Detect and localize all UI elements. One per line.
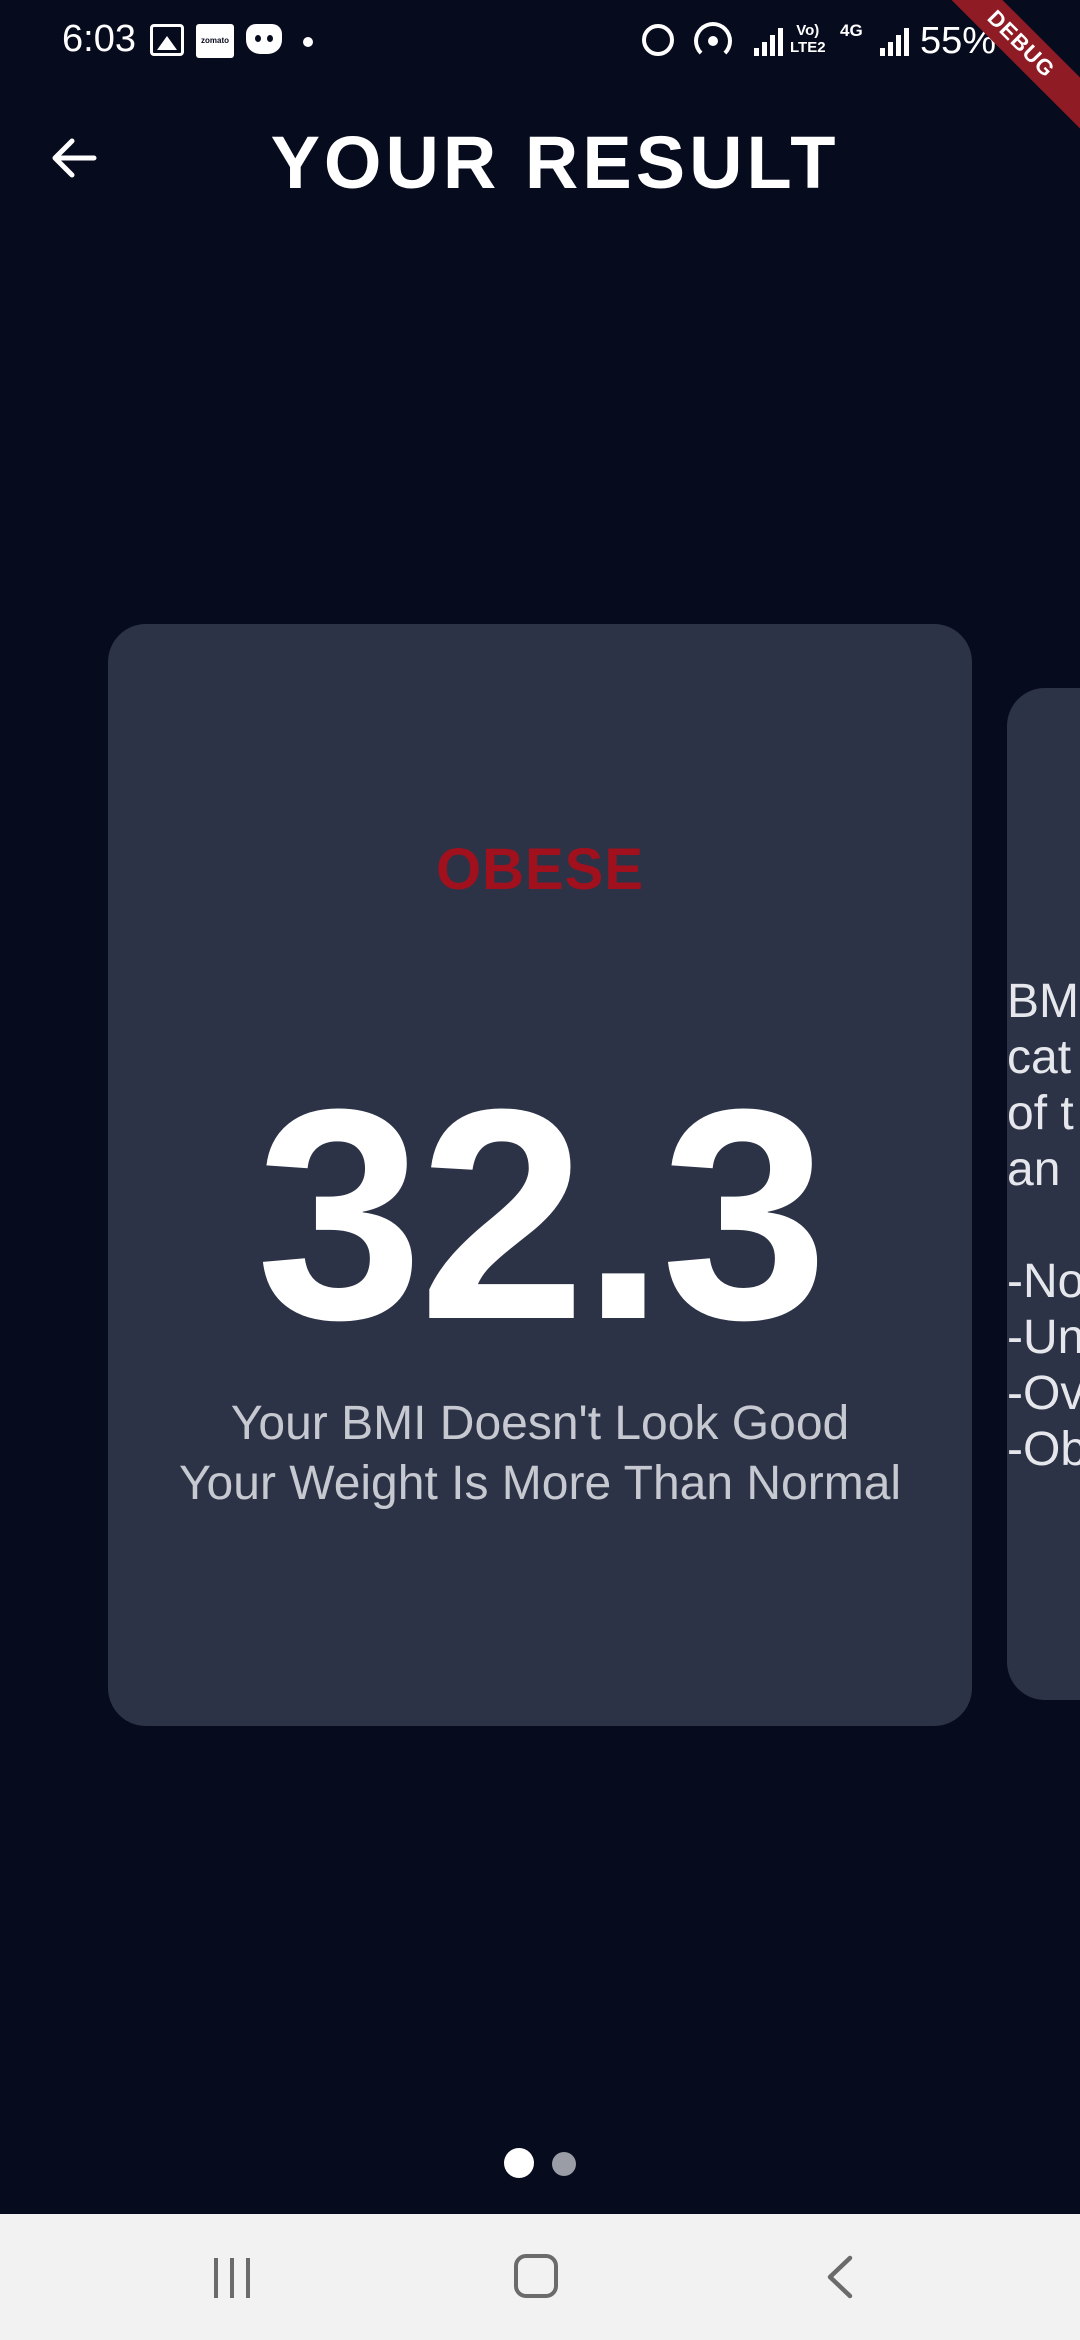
status-time: 6:03 — [62, 18, 136, 60]
bmi-message-line-2: Your Weight Is More Than Normal — [178, 1457, 902, 1510]
bmi-status-label: OBESE — [435, 837, 645, 902]
zomato-icon: zomato — [196, 24, 234, 58]
page-dot-inactive[interactable] — [552, 2152, 576, 2176]
page-title: YOUR RESULT — [270, 121, 840, 204]
back-icon[interactable] — [820, 2254, 860, 2300]
notification-dot-icon — [303, 37, 313, 47]
alarm-icon — [642, 24, 674, 56]
page-dot-active[interactable] — [504, 2148, 534, 2178]
status-bar: 6:03 zomato Vo) LTE2 4G 55% — [0, 0, 1080, 84]
lte-label: Vo) LTE2 — [790, 22, 826, 56]
home-icon[interactable] — [514, 2254, 558, 2298]
signal-strength-icon — [754, 26, 784, 56]
bmi-message-line-1: Your BMI Doesn't Look Good — [230, 1397, 850, 1450]
gallery-icon — [150, 24, 184, 56]
recents-icon[interactable] — [214, 2258, 254, 2298]
discord-icon — [246, 24, 282, 54]
signal-strength-icon-2 — [880, 26, 910, 56]
bmi-message: Your BMI Doesn't Look Good Your Weight I… — [108, 1394, 972, 1514]
arrow-left-icon[interactable] — [44, 128, 104, 188]
bmi-info-card[interactable]: BM cat of t an -No -Un -Ov -Ob — [1007, 688, 1080, 1700]
hotspot-icon — [694, 22, 732, 60]
bmi-value: 32.3 — [256, 1046, 828, 1382]
network-type-label: 4G — [840, 21, 863, 40]
system-nav-bar — [0, 2214, 1080, 2340]
result-card: OBESE 32.3 Your BMI Doesn't Look Good Yo… — [108, 624, 972, 1726]
bmi-info-text: BM cat of t an -No -Un -Ov -Ob — [1007, 975, 1080, 1476]
